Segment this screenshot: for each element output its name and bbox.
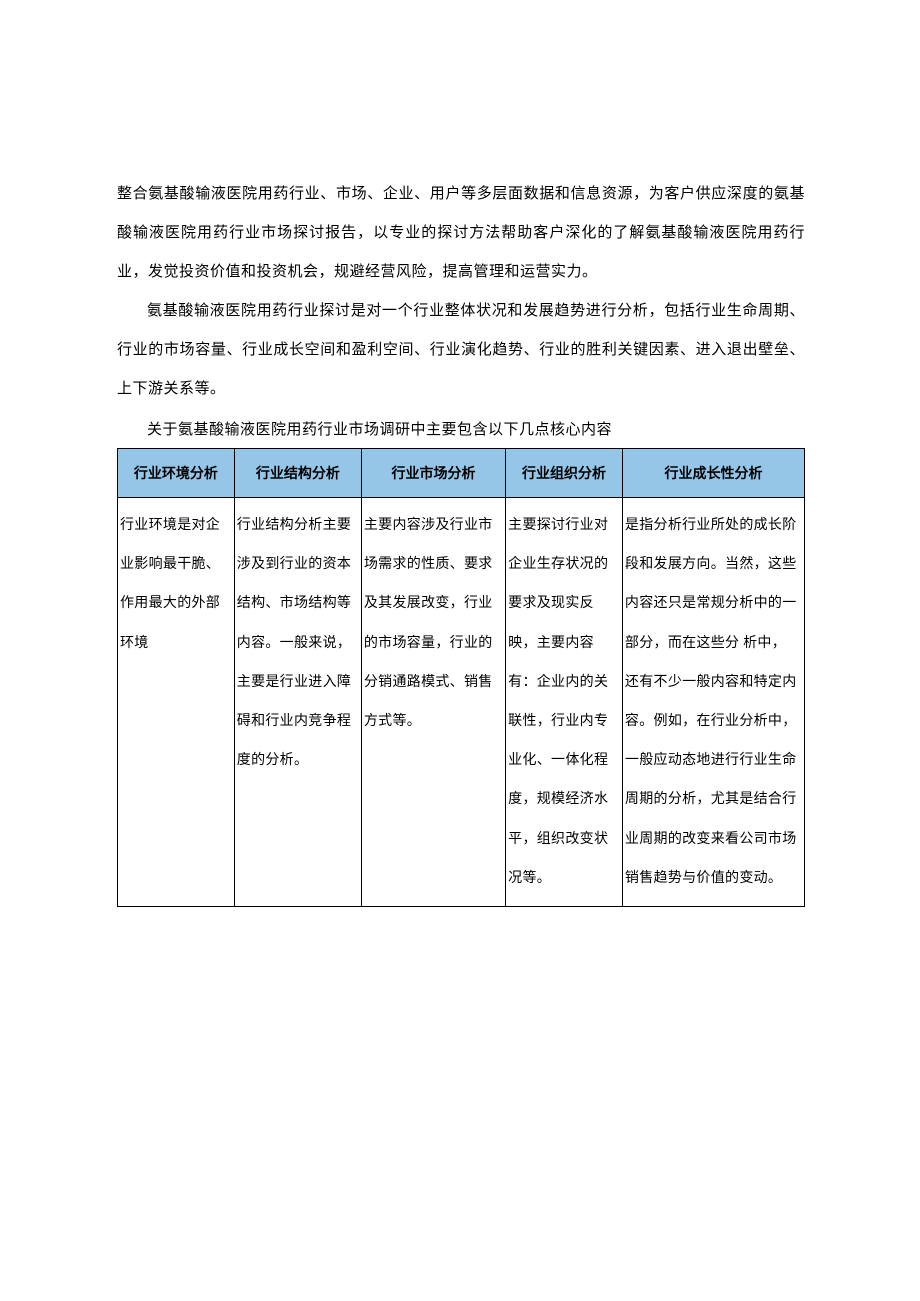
table-header-row: 行业环境分析 行业结构分析 行业市场分析 行业组织分析 行业成长性分析 — [118, 449, 805, 498]
paragraph-1: 整合氨基酸输液医院用药行业、市场、企业、用户等多层面数据和信息资源，为客户供应深… — [117, 175, 805, 292]
header-env: 行业环境分析 — [118, 449, 235, 498]
header-market: 行业市场分析 — [361, 449, 505, 498]
header-org: 行业组织分析 — [506, 449, 623, 498]
analysis-table: 行业环境分析 行业结构分析 行业市场分析 行业组织分析 行业成长性分析 行业环境… — [117, 448, 805, 907]
document-content: 整合氨基酸输液医院用药行业、市场、企业、用户等多层面数据和信息资源，为客户供应深… — [117, 175, 805, 907]
header-growth: 行业成长性分析 — [622, 449, 804, 498]
paragraph-2: 氨基酸输液医院用药行业探讨是对一个行业整体状况和发展趋势进行分析，包括行业生命周… — [117, 292, 805, 409]
header-structure: 行业结构分析 — [234, 449, 361, 498]
cell-structure: 行业结构分析主要涉及到行业的资本结构、市场结构等内容。一般来说，主要是行业进入障… — [234, 498, 361, 907]
cell-market: 主要内容涉及行业市场需求的性质、要求及其发展改变，行业的市场容量，行业的分销通路… — [361, 498, 505, 907]
cell-org: 主要探讨行业对企业生存状况的要求及现实反映，主要内容有：企业内的关联性，行业内专… — [506, 498, 623, 907]
cell-growth: 是指分析行业所处的成长阶段和发展方向。当然，这些内容还只是常规分析中的一部分，而… — [622, 498, 804, 907]
cell-env: 行业环境是对企业影响最干脆、作用最大的外部环境 — [118, 498, 235, 907]
table-caption: 关于氨基酸输液医院用药行业市场调研中主要包含以下几点核心内容 — [117, 411, 805, 450]
table-row: 行业环境是对企业影响最干脆、作用最大的外部环境 行业结构分析主要涉及到行业的资本… — [118, 498, 805, 907]
